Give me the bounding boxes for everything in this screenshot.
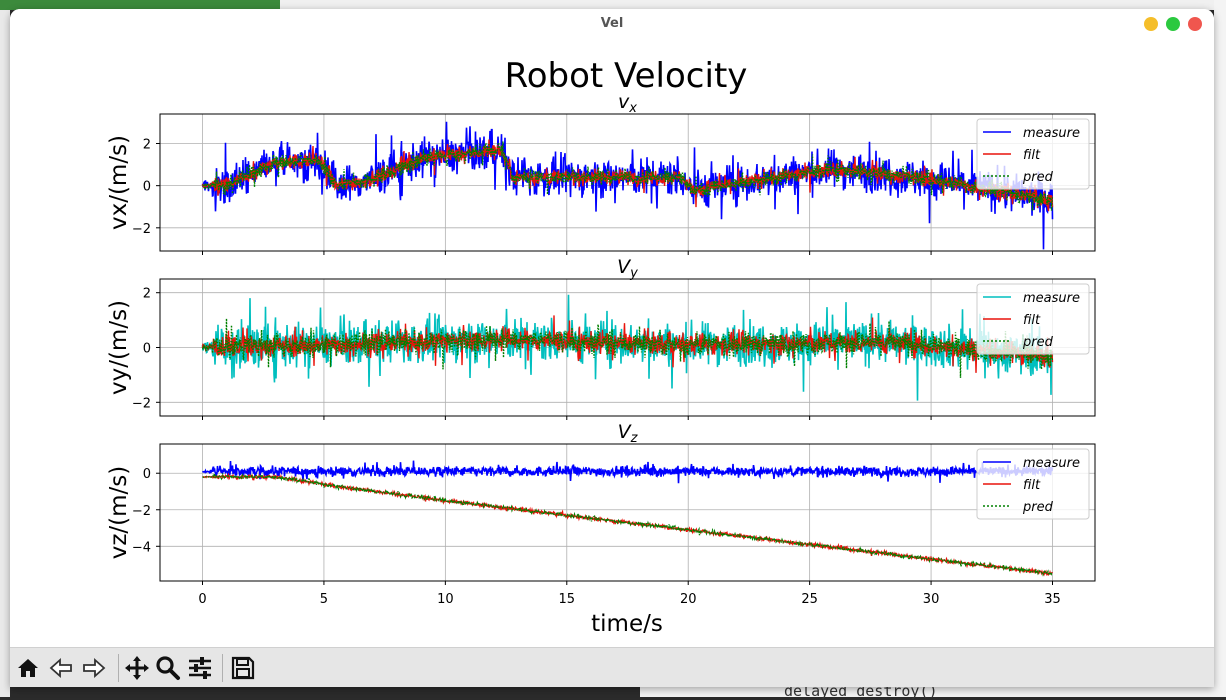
legend-label: pred xyxy=(1022,335,1054,350)
minimize-button[interactable] xyxy=(1144,17,1158,31)
legend-box xyxy=(976,448,1090,520)
series-line-measure xyxy=(202,460,1054,484)
x-axis-label: time/s xyxy=(591,611,663,637)
legend-box xyxy=(976,118,1090,190)
figure-suptitle: Robot Velocity xyxy=(505,56,748,96)
back-button[interactable] xyxy=(47,655,75,681)
y-tick-label: 0 xyxy=(143,180,151,195)
toolbar-separator xyxy=(222,654,223,682)
background-window-left xyxy=(0,0,10,697)
x-tick-label: 15 xyxy=(559,592,576,607)
series-line-filt xyxy=(202,472,1053,577)
axes-frame xyxy=(159,113,1096,252)
x-tick-label: 35 xyxy=(1044,592,1061,607)
y-tick-label: −2 xyxy=(132,504,151,519)
axes-frame xyxy=(159,443,1096,582)
x-tick-label: 10 xyxy=(437,592,454,607)
x-tick-label: 5 xyxy=(320,592,328,607)
x-tick-label: 0 xyxy=(198,592,206,607)
legend-label: pred xyxy=(1022,500,1054,515)
legend: measure filt pred xyxy=(976,118,1090,190)
save-button[interactable] xyxy=(229,655,257,681)
subplot-1[interactable]: 2 0 −2 vx vx/(m/s) measure filt pred xyxy=(106,91,1096,255)
legend-label: filt xyxy=(1023,313,1041,328)
y-tick-label: −4 xyxy=(132,540,151,555)
background-window-top xyxy=(280,0,1220,10)
close-button[interactable] xyxy=(1188,17,1202,31)
y-tick-label: −2 xyxy=(132,222,151,237)
y-axis-label: vx/(m/s) xyxy=(106,135,132,230)
y-axis-label: vy/(m/s) xyxy=(106,300,132,395)
y-tick-label: 0 xyxy=(143,342,151,357)
legend-label: pred xyxy=(1022,170,1054,185)
subplot-title: Vy xyxy=(617,256,638,281)
plot-window: Vel Robot Velocity 2 0 −2 vx vx/(m/s) measure… xyxy=(10,9,1214,687)
window-title: Vel xyxy=(600,16,624,31)
pan-button[interactable] xyxy=(123,655,151,681)
legend: measure filt pred xyxy=(976,448,1090,520)
x-tick-label: 20 xyxy=(680,592,697,607)
legend-box xyxy=(976,283,1090,355)
window-titlebar[interactable]: Vel xyxy=(10,9,1214,39)
legend-label: filt xyxy=(1023,478,1041,493)
configure-subplots-icon xyxy=(189,657,211,679)
legend: measure filt pred xyxy=(976,283,1090,355)
background-editor-bottom xyxy=(640,685,1226,697)
subplot-title: vx xyxy=(618,91,637,116)
plot-toolbar xyxy=(10,647,1214,687)
series-line-pred xyxy=(201,318,1054,378)
x-tick-label: 30 xyxy=(923,592,940,607)
forward-button[interactable] xyxy=(80,655,108,681)
back-arrow-icon xyxy=(49,657,72,679)
zoom-button[interactable] xyxy=(154,655,182,681)
y-tick-label: 2 xyxy=(143,287,151,302)
save-icon xyxy=(231,656,255,680)
configure-subplots-button[interactable] xyxy=(186,655,214,681)
legend-label: filt xyxy=(1023,148,1041,163)
figure-canvas[interactable]: Robot Velocity 2 0 −2 vx vx/(m/s) measure filt… xyxy=(10,39,1214,647)
y-axis-label: vz/(m/s) xyxy=(106,466,132,560)
maximize-button[interactable] xyxy=(1166,17,1180,31)
forward-arrow-icon xyxy=(83,657,106,679)
series-line-pred xyxy=(202,141,1054,211)
zoom-icon xyxy=(156,656,180,680)
series-line-pred xyxy=(202,472,1053,577)
subplot-title: Vz xyxy=(618,421,639,446)
x-tick-label: 25 xyxy=(801,592,818,607)
home-icon xyxy=(18,659,38,677)
toolbar-separator xyxy=(118,654,119,682)
legend-label: measure xyxy=(1023,291,1080,306)
figure-svg[interactable]: Robot Velocity 20−2vxvx/(m/s)measurefilt… xyxy=(10,39,1214,647)
subplot-2[interactable]: 2 0 −2 Vy vy/(m/s) measure filt pred xyxy=(106,256,1096,420)
legend-label: measure xyxy=(1023,126,1080,141)
home-button[interactable] xyxy=(14,655,42,681)
legend-label: measure xyxy=(1023,456,1080,471)
y-tick-label: 0 xyxy=(143,467,151,482)
y-tick-label: 2 xyxy=(143,138,151,153)
background-window-top-left xyxy=(0,0,280,10)
subplot-3[interactable]: 0 5 10 15 20 25 30 35 0 −2 −4 Vz vz/(m/s) measure filt… xyxy=(106,421,1096,607)
background-window-right xyxy=(1214,0,1226,697)
pan-icon xyxy=(125,656,149,680)
y-tick-label: −2 xyxy=(132,396,151,411)
